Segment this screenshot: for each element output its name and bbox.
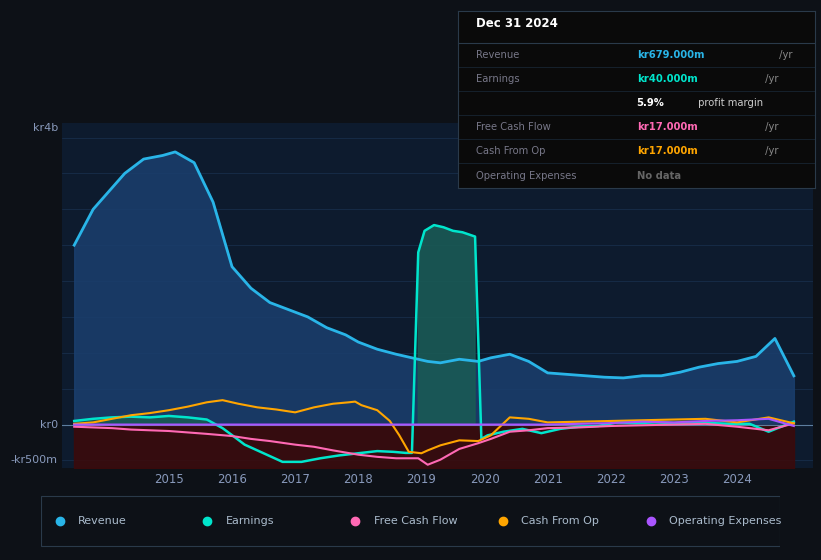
Text: kr40.000m: kr40.000m [637,74,697,84]
Text: kr4b: kr4b [33,123,57,133]
Text: No data: No data [637,171,681,180]
Text: /yr: /yr [763,74,779,84]
Text: /yr: /yr [763,122,779,132]
Text: Operating Expenses: Operating Expenses [669,516,782,526]
Text: Operating Expenses: Operating Expenses [476,171,576,180]
Text: Cash From Op: Cash From Op [476,146,545,156]
Text: kr17.000m: kr17.000m [637,122,697,132]
Text: -kr500m: -kr500m [11,455,57,465]
Text: Earnings: Earnings [226,516,274,526]
Text: kr679.000m: kr679.000m [637,50,704,60]
Text: kr0: kr0 [39,419,57,430]
Text: Free Cash Flow: Free Cash Flow [476,122,551,132]
Text: Revenue: Revenue [78,516,126,526]
Text: Cash From Op: Cash From Op [521,516,599,526]
Text: /yr: /yr [776,50,792,60]
Text: /yr: /yr [763,146,779,156]
Text: kr17.000m: kr17.000m [637,146,697,156]
Text: 5.9%: 5.9% [637,98,664,108]
Text: Dec 31 2024: Dec 31 2024 [476,17,557,30]
Text: Revenue: Revenue [476,50,520,60]
Text: Earnings: Earnings [476,74,520,84]
Text: Free Cash Flow: Free Cash Flow [374,516,457,526]
Text: profit margin: profit margin [695,98,763,108]
